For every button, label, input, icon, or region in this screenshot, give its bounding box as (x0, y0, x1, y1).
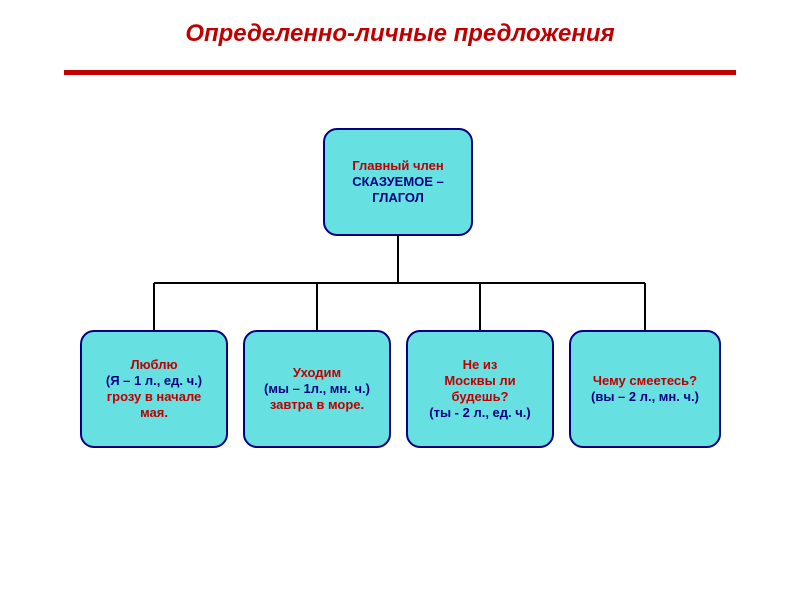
node-line: СКАЗУЕМОЕ – (352, 174, 444, 190)
node-line: мая. (140, 405, 168, 421)
child-node-1: Уходим(мы – 1л., мн. ч.)завтра в море. (243, 330, 391, 448)
child-node-3: Чему смеетесь?(вы – 2 л., мн. ч.) (569, 330, 721, 448)
root-node: Главный членСКАЗУЕМОЕ –ГЛАГОЛ (323, 128, 473, 236)
tree-connectors (0, 0, 800, 600)
node-line: ГЛАГОЛ (372, 190, 424, 206)
node-line: (Я – 1 л., ед. ч.) (106, 373, 202, 389)
child-node-2: Не изМосквы либудешь?(ты - 2 л., ед. ч.) (406, 330, 554, 448)
node-line: (вы – 2 л., мн. ч.) (591, 389, 699, 405)
node-line: Не из (463, 357, 498, 373)
node-line: завтра в море. (270, 397, 364, 413)
node-line: Москвы ли (444, 373, 515, 389)
node-line: Уходим (293, 365, 341, 381)
node-line: Чему смеетесь? (593, 373, 697, 389)
node-line: грозу в начале (107, 389, 202, 405)
child-node-0: Люблю(Я – 1 л., ед. ч.)грозу в началемая… (80, 330, 228, 448)
node-line: будешь? (451, 389, 508, 405)
node-line: (ты - 2 л., ед. ч.) (429, 405, 530, 421)
node-line: Люблю (130, 357, 177, 373)
node-line: Главный член (352, 158, 443, 174)
node-line: (мы – 1л., мн. ч.) (264, 381, 370, 397)
